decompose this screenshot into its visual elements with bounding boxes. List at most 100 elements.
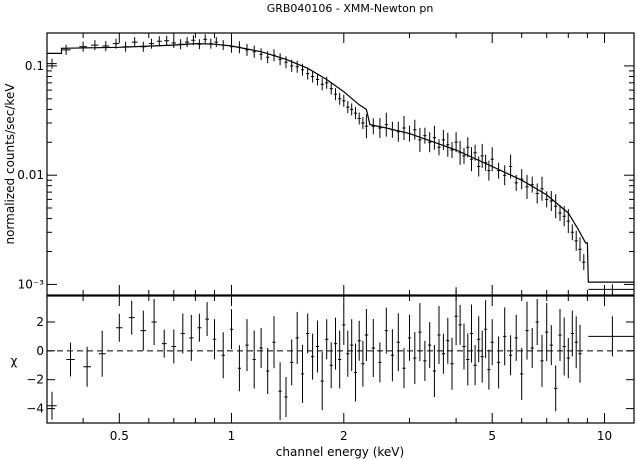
residual-data-point <box>509 335 513 376</box>
spectrum-data-point <box>554 194 558 219</box>
residual-data-point <box>151 299 157 345</box>
residual-data-point <box>350 319 354 372</box>
spectrum-data-point <box>338 92 342 105</box>
spectrum-data-point <box>214 37 218 48</box>
residual-data-point <box>306 313 310 354</box>
x-tick-label: 10 <box>597 429 612 443</box>
spectrum-data-point <box>295 60 299 73</box>
residual-panel: −4 −2 0 2 χ <box>11 287 635 424</box>
residual-data-point <box>311 333 315 380</box>
spectrum-data-point <box>350 103 354 116</box>
residual-data-point <box>364 309 369 361</box>
spectrum-data-point <box>185 37 190 48</box>
spectrum-data-point <box>102 41 110 51</box>
spectrum-data-point <box>342 94 346 107</box>
spectrum-data-point <box>530 176 534 193</box>
spectrum-data-point <box>574 230 578 251</box>
spectrum-data-points <box>47 34 634 295</box>
spectrum-data-point <box>252 45 256 58</box>
residual-data-point <box>490 319 494 366</box>
residual-data-point <box>161 329 167 358</box>
spectrum-data-point <box>454 132 458 153</box>
residual-y-axis-label: χ <box>11 354 18 368</box>
spectrum-data-point <box>578 237 582 262</box>
y-tick-label: 0 <box>36 344 44 358</box>
spectrum-data-point <box>361 117 365 129</box>
residual-data-point <box>477 316 481 363</box>
spectrum-data-point <box>156 36 162 47</box>
spectrum-data-point <box>487 160 491 181</box>
spectrum-data-point <box>47 58 57 69</box>
residual-data-point <box>588 316 634 357</box>
spectrum-data-point <box>446 132 450 157</box>
spectrum-data-point <box>284 56 288 69</box>
residual-data-point <box>540 334 544 387</box>
residual-data-point <box>418 303 422 362</box>
spectrum-data-point <box>402 116 406 140</box>
spectrum-data-point <box>466 137 470 158</box>
spectrum-panel: 0.1 0.01 10⁻³ normalized counts/sec/keV <box>3 32 635 296</box>
residual-data-point <box>462 323 466 370</box>
residual-data-point <box>361 340 365 387</box>
residual-data-point <box>116 313 123 342</box>
x-tick-label: 1 <box>228 429 236 443</box>
spectrum-data-point <box>315 73 320 86</box>
spectrum-data-point <box>441 129 445 150</box>
residual-data-point <box>413 332 417 385</box>
x-tick-label: 0.5 <box>110 429 129 443</box>
residual-data-point <box>554 365 558 412</box>
residual-data-point <box>237 345 241 392</box>
spectrum-data-point <box>545 191 549 208</box>
spectrum-data-point <box>570 224 574 241</box>
residual-data-point <box>566 338 570 379</box>
spectrum-data-point <box>353 107 358 120</box>
x-axis-ticks: 0.5 1 2 5 10 <box>82 33 612 443</box>
residual-data-point <box>407 314 412 361</box>
residual-data-point <box>423 340 427 381</box>
residual-data-point <box>378 342 382 383</box>
residual-data-point <box>315 320 320 373</box>
residual-data-point <box>284 377 288 417</box>
residual-data-point <box>47 391 57 420</box>
x-axis-label: channel energy (keV) <box>276 445 404 459</box>
y-tick-label: 0.01 <box>17 168 44 182</box>
spectrum-data-point <box>61 44 71 55</box>
spectrum-data-point <box>311 70 315 83</box>
chart-title: GRB040106 - XMM-Newton pn <box>267 2 434 15</box>
residual-data-point <box>480 330 484 383</box>
residual-data-point <box>562 317 566 376</box>
residual-data-point <box>171 329 177 364</box>
residual-data-point <box>520 347 524 400</box>
y-tick-label: 2 <box>36 315 44 329</box>
residual-data-point <box>525 301 529 360</box>
residual-data-point <box>290 339 294 386</box>
y-tick-label: 10⁻³ <box>18 277 45 291</box>
residual-data-point <box>325 319 329 360</box>
spectrum-data-point <box>462 147 466 164</box>
residual-data-point <box>212 319 217 360</box>
residual-data-point <box>545 303 549 362</box>
residual-data-point <box>402 348 406 389</box>
residual-data-point <box>205 302 209 337</box>
spectrum-y-ticks: 0.1 0.01 10⁻³ <box>17 32 634 291</box>
spectrum-data-point <box>171 38 177 48</box>
residual-data-point <box>272 316 276 369</box>
spectrum-data-point <box>549 191 553 211</box>
y-tick-label: −4 <box>26 402 44 416</box>
y-tick-label: −2 <box>26 373 44 387</box>
residual-data-point <box>384 307 388 354</box>
spectrum-data-point <box>259 48 263 61</box>
residual-data-point <box>353 343 358 402</box>
x-tick-label: 5 <box>488 429 496 443</box>
spectrum-data-point <box>91 40 99 51</box>
spectrum-data-point <box>525 174 529 199</box>
residual-data-point <box>197 313 202 342</box>
spectrum-data-point <box>325 76 329 89</box>
residual-data-point <box>535 299 539 345</box>
residual-data-point <box>128 300 135 335</box>
residual-data-point <box>390 329 394 382</box>
spectrum-data-point <box>245 43 249 56</box>
residual-data-point <box>278 362 282 421</box>
spectrum-data-point <box>437 139 441 156</box>
